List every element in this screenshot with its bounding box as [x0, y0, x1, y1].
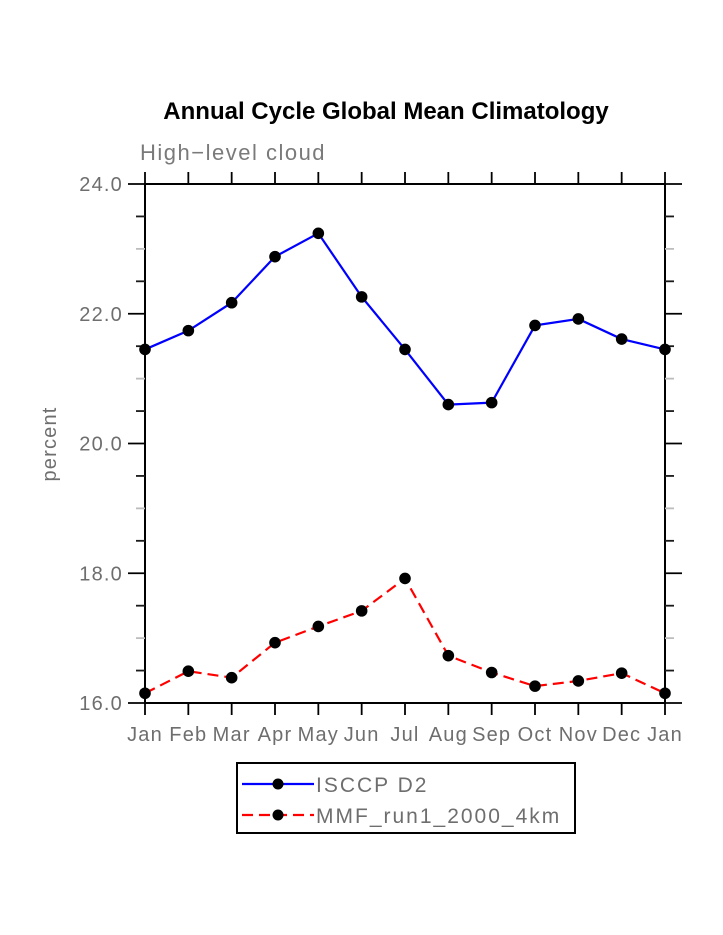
y-axis-title: percent: [39, 406, 61, 481]
data-point-1-8: [485, 666, 498, 679]
data-point-0-4: [312, 227, 325, 240]
data-point-0-2: [225, 296, 238, 309]
legend-swatches: [242, 778, 314, 821]
data-point-1-9: [529, 680, 541, 692]
series-group: [139, 227, 671, 700]
data-point-0-6: [399, 343, 411, 356]
data-point-1-6: [399, 572, 411, 585]
axes-group: Jan Feb Mar Apr May Jun Jul Aug Sep Oct Nov Dec Jan1…: [79, 172, 683, 746]
x-tick-label-3: Apr: [258, 724, 293, 746]
x-tick-label-2: Mar: [213, 724, 251, 746]
y-tick-label-1: 18.0: [79, 563, 123, 585]
x-tick-label-7: Aug: [429, 724, 468, 746]
data-point-1-10: [572, 675, 585, 687]
plot-border: [144, 183, 666, 704]
chart-subtitle: High−level cloud: [140, 140, 326, 165]
data-point-1-4: [312, 620, 325, 633]
y-tick-label-0: 16.0: [79, 693, 123, 715]
chart-title: Annual Cycle Global Mean Climatology: [163, 98, 609, 125]
legend-label-series-1: MMF_run1_2000_4km: [316, 805, 561, 828]
x-tick-label-9: Oct: [518, 724, 553, 746]
data-point-0-8: [485, 396, 498, 409]
y-tick-label-4: 24.0: [79, 174, 123, 196]
x-tick-label-5: Jun: [344, 724, 380, 746]
data-point-1-1: [182, 665, 195, 678]
data-point-0-7: [442, 398, 455, 411]
data-point-0-1: [182, 324, 195, 337]
data-point-1-0: [139, 687, 151, 700]
data-point-1-5: [355, 605, 368, 617]
x-tick-label-12: Jan: [647, 724, 683, 746]
data-point-0-0: [139, 343, 151, 356]
data-point-1-3: [269, 636, 281, 649]
x-tick-label-10: Nov: [559, 724, 598, 746]
legend-marker-0: [272, 778, 284, 790]
y-tick-label-2: 20.0: [79, 434, 123, 456]
x-tick-label-0: Jan: [127, 724, 163, 746]
data-point-0-5: [355, 291, 368, 303]
data-point-1-12: [659, 687, 671, 700]
data-point-0-3: [269, 250, 281, 263]
legend-marker-1: [272, 809, 284, 821]
data-point-0-11: [615, 333, 628, 345]
x-tick-label-11: Dec: [602, 724, 641, 746]
x-tick-label-6: Jul: [390, 724, 419, 746]
data-point-0-9: [529, 319, 541, 332]
data-point-1-2: [225, 671, 238, 684]
x-tick-label-8: Sep: [472, 724, 511, 746]
data-point-0-12: [659, 343, 671, 356]
legend-border: [236, 762, 576, 834]
series-line-1: [144, 576, 666, 695]
legend-label-series-0: ISCCP D2: [316, 774, 428, 797]
legend: ISCCP D2 MMF_run1_2000_4km: [236, 762, 576, 834]
data-point-1-7: [442, 649, 455, 662]
series-line-0: [144, 231, 666, 406]
data-point-1-11: [615, 667, 628, 679]
x-tick-label-4: May: [298, 724, 339, 746]
y-tick-label-3: 22.0: [79, 304, 123, 326]
x-tick-label-1: Feb: [169, 724, 207, 746]
data-point-0-10: [572, 313, 585, 325]
